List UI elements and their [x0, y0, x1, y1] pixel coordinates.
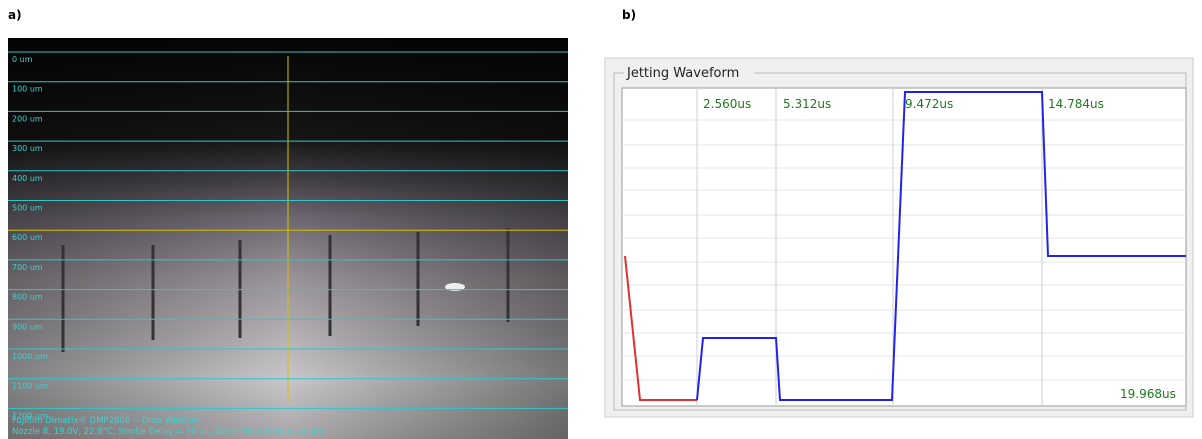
scale-label: 700 um	[12, 263, 43, 272]
scale-label: 1000 um	[12, 352, 48, 361]
scale-label: 0 um	[12, 55, 33, 64]
scale-label: 300 um	[12, 144, 43, 153]
scale-label: 200 um	[12, 114, 43, 123]
scale-label: 800 um	[12, 293, 43, 302]
time-label: 9.472us	[905, 97, 953, 111]
scale-label: 600 um	[12, 233, 43, 242]
scale-label: 900 um	[12, 322, 43, 331]
scale-label: 400 um	[12, 174, 43, 183]
scale-label: 500 um	[12, 204, 43, 213]
time-label: 5.312us	[783, 97, 831, 111]
panel-label: a)	[8, 8, 22, 22]
footer-text: Fujifilm Dimatix® DMP2800 -- Drop Watche…	[12, 416, 201, 426]
figure: a) b) 0 um 100 um 200 um 300 um 400 um 500 um…	[0, 0, 1202, 439]
time-label: 14.784us	[1048, 97, 1104, 111]
time-label: 2.560us	[703, 97, 751, 111]
scale-label: 100 um	[12, 85, 43, 94]
time-label: 19.968us	[1120, 387, 1176, 401]
drop-watcher-image: 0 um 100 um 200 um 300 um 400 um 500 um 600 um…	[8, 38, 568, 439]
scale-label: 1100 um	[12, 382, 48, 391]
footer-text: Nozzle 8, 19.0V, 22.8°C, Strobe Delay = …	[12, 427, 324, 437]
panel-label: b)	[622, 8, 636, 22]
waveform-panel: Jetting Waveform 19.968us 2.560us 5.312us…	[605, 58, 1193, 417]
group-title: Jetting Waveform	[626, 66, 739, 81]
